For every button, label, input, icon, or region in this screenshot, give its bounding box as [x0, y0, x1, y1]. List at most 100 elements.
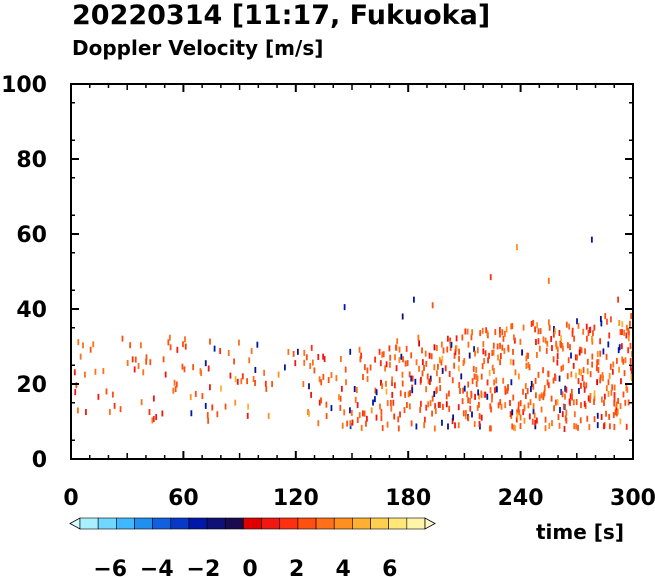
- data-point: [206, 412, 209, 419]
- data-point: [256, 341, 259, 348]
- data-point: [564, 415, 567, 422]
- data-point: [621, 356, 624, 363]
- data-point: [410, 352, 413, 359]
- data-point: [555, 399, 557, 406]
- data-point: [567, 342, 569, 349]
- data-point: [607, 390, 610, 397]
- data-point: [325, 413, 328, 420]
- data-point: [629, 357, 632, 364]
- colorbar-tick-label: −2: [187, 557, 221, 577]
- data-point: [484, 350, 487, 357]
- data-point: [339, 404, 342, 411]
- data-point: [600, 396, 603, 403]
- data-point: [612, 361, 615, 368]
- colorbar-segment: [333, 517, 353, 530]
- data-point: [464, 413, 467, 420]
- data-point: [618, 319, 621, 326]
- data-point: [365, 420, 367, 427]
- data-point: [571, 394, 573, 401]
- data-point: [382, 351, 385, 358]
- data-point: [615, 401, 618, 408]
- data-point: [374, 387, 377, 394]
- data-point: [535, 417, 538, 424]
- data-point: [457, 404, 460, 411]
- data-point: [600, 414, 603, 421]
- data-point: [446, 346, 449, 353]
- colorbar-segment: [243, 517, 262, 530]
- data-point: [404, 360, 407, 367]
- data-point: [458, 355, 460, 362]
- colorbar-segment: [261, 517, 281, 530]
- data-point: [585, 323, 588, 330]
- data-point: [577, 378, 580, 385]
- data-point: [378, 348, 381, 355]
- data-point: [519, 422, 522, 429]
- data-point: [561, 342, 564, 349]
- data-point: [308, 410, 310, 417]
- data-point: [607, 379, 610, 386]
- data-point: [492, 368, 495, 375]
- data-point: [527, 402, 530, 409]
- data-point: [401, 313, 404, 320]
- data-point: [349, 407, 351, 414]
- data-point: [554, 328, 557, 335]
- data-point: [489, 274, 492, 281]
- data-point: [616, 357, 618, 364]
- data-point: [431, 395, 434, 402]
- data-point: [148, 409, 151, 416]
- data-point: [162, 356, 165, 363]
- data-point: [610, 316, 612, 323]
- data-point: [629, 364, 632, 371]
- data-point: [339, 395, 342, 402]
- colorbar-segment: [170, 517, 190, 530]
- data-point: [537, 328, 540, 335]
- data-point: [431, 302, 434, 309]
- data-point: [553, 405, 555, 412]
- data-point: [609, 423, 611, 430]
- data-point: [623, 370, 626, 377]
- data-point: [447, 423, 449, 430]
- data-point: [458, 381, 461, 388]
- data-point: [539, 328, 542, 335]
- data-point: [530, 380, 533, 387]
- data-point: [358, 346, 361, 353]
- data-point: [254, 366, 257, 373]
- data-point: [591, 353, 594, 360]
- data-point: [589, 396, 592, 403]
- data-point: [475, 373, 478, 380]
- data-point: [484, 391, 487, 398]
- data-point: [305, 354, 308, 361]
- data-point: [535, 351, 538, 358]
- data-point: [340, 385, 343, 392]
- data-point: [613, 384, 616, 391]
- colorbar-segment: [116, 517, 135, 530]
- data-point: [379, 403, 381, 410]
- data-point: [322, 373, 325, 380]
- data-point: [569, 393, 572, 400]
- data-point: [582, 367, 585, 374]
- data-point: [94, 368, 97, 375]
- data-point: [229, 372, 232, 379]
- data-point: [411, 387, 414, 394]
- data-point: [603, 393, 606, 400]
- data-point: [614, 409, 617, 416]
- data-point: [411, 375, 414, 382]
- data-point: [455, 335, 458, 342]
- data-point: [573, 411, 576, 418]
- data-point: [175, 381, 178, 388]
- data-point: [519, 338, 522, 345]
- data-point: [560, 365, 563, 372]
- data-point: [573, 335, 576, 342]
- data-point: [467, 415, 470, 422]
- data-point: [204, 402, 207, 409]
- data-point: [207, 417, 210, 424]
- data-point: [619, 403, 622, 410]
- data-point: [567, 357, 570, 364]
- data-point: [309, 362, 312, 369]
- data-point: [247, 403, 250, 410]
- data-point: [607, 341, 610, 348]
- data-point: [582, 328, 585, 335]
- data-point: [473, 421, 476, 428]
- data-point: [325, 401, 328, 408]
